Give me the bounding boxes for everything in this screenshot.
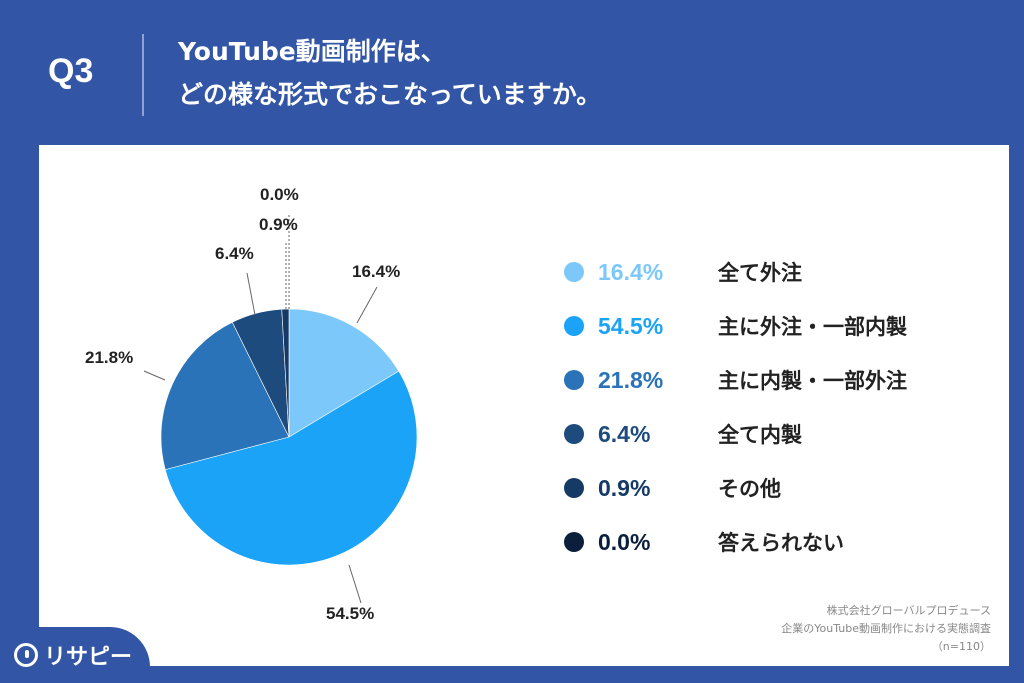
legend-percent: 0.9% [598, 474, 651, 501]
legend-item: 0.0% 答えられない [564, 515, 907, 569]
legend-label: その他 [718, 477, 781, 501]
legend-item: 54.5% 主に外注・一部内製 [564, 299, 907, 353]
pie-slice-mainly-outsourced [164, 370, 418, 566]
source-sample-size: （n=110） [931, 640, 991, 653]
legend-percent: 16.4% [598, 258, 664, 285]
pie-slice-mainly-inhouse [160, 321, 290, 470]
leader-line [356, 286, 378, 324]
leader-line [246, 272, 256, 316]
source-survey: 企業のYouTube動画制作における実態調査 [781, 622, 991, 635]
title-line-1: YouTube動画制作は、 [178, 37, 446, 66]
page-title: YouTube動画制作は、 どの様な形式でおこなっていますか。 [178, 30, 601, 116]
legend-dot [564, 316, 584, 336]
chart-panel: 0.0% 0.9% 6.4% 16.4% 21.8% 54.5% 16.4% 全… [39, 145, 1009, 666]
legend-label: 答えられない [718, 531, 844, 555]
logo-icon [14, 643, 38, 667]
question-number: Q3 [48, 52, 94, 90]
chart-legend: 16.4% 全て外注 54.5% 主に外注・一部内製 21.8% 主に内製・一部… [564, 245, 907, 569]
legend-label: 全て内製 [718, 423, 802, 447]
brand-logo: リサピー [0, 627, 150, 683]
legend-percent: 21.8% [598, 366, 664, 393]
leader-line [143, 370, 166, 381]
source-company: 株式会社グローバルプロデュース [826, 604, 991, 617]
callout-other: 0.9% [259, 215, 298, 234]
callout-answer-unavailable: 0.0% [260, 185, 299, 204]
legend-label: 全て外注 [718, 261, 802, 285]
legend-item: 16.4% 全て外注 [564, 245, 907, 299]
callout-all-inhouse: 6.4% [215, 244, 254, 263]
header-divider [142, 34, 144, 116]
legend-percent: 54.5% [598, 312, 664, 339]
legend-percent: 0.0% [598, 528, 651, 555]
legend-dot [564, 478, 584, 498]
title-line-2: どの様な形式でおこなっていますか。 [178, 80, 602, 109]
leader-line [348, 564, 362, 604]
legend-dot [564, 424, 584, 444]
pie-slice-all-outsourced [288, 308, 400, 438]
legend-item: 0.9% その他 [564, 461, 907, 515]
legend-item: 6.4% 全て内製 [564, 407, 907, 461]
callout-all-outsourced: 16.4% [352, 262, 401, 281]
legend-dot [564, 532, 584, 552]
legend-item: 21.8% 主に内製・一部外注 [564, 353, 907, 407]
legend-label: 主に内製・一部外注 [718, 369, 907, 393]
logo-text: リサピー [44, 645, 133, 670]
legend-percent: 6.4% [598, 420, 651, 447]
legend-dot [564, 262, 584, 282]
legend-dot [564, 370, 584, 390]
source-note: 株式会社グローバルプロデュース 企業のYouTube動画制作における実態調査 （… [781, 602, 991, 656]
callout-mainly-inhouse: 21.8% [85, 348, 134, 367]
pie-chart [143, 215, 418, 604]
callout-mainly-outsourced: 54.5% [326, 604, 375, 623]
legend-label: 主に外注・一部内製 [718, 315, 907, 339]
